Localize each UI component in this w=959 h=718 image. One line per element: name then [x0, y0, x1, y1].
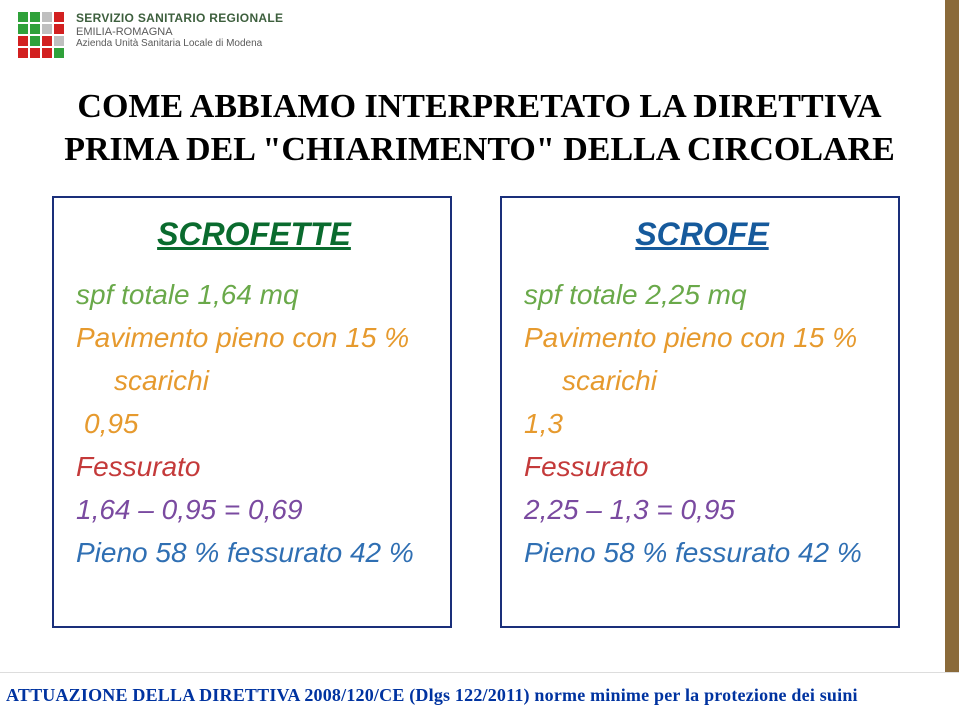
logo-line-3: Azienda Unità Sanitaria Locale di Modena: [76, 38, 283, 50]
row-ratio: Pieno 58 % fessurato 42 %: [524, 535, 880, 572]
slide-title: COME ABBIAMO INTERPRETATO LA DIRETTIVA P…: [0, 86, 959, 171]
row-pavement-b: scarichi: [76, 363, 432, 400]
logo-square: [42, 12, 52, 22]
row-pavement-b: scarichi: [524, 363, 880, 400]
logo-square: [18, 48, 28, 58]
row-ratio: Pieno 58 % fessurato 42 %: [76, 535, 432, 572]
row-pavement-a: Pavimento pieno con 15 %: [76, 320, 432, 357]
logo-square: [54, 48, 64, 58]
logo-square: [18, 24, 28, 34]
logo-line-2: EMILIA-ROMAGNA: [76, 26, 283, 39]
logo-square: [42, 48, 52, 58]
row-calc: 2,25 – 1,3 = 0,95: [524, 492, 880, 529]
title-line-1: COME ABBIAMO INTERPRETATO LA DIRETTIVA: [0, 86, 959, 129]
row-fessurato: Fessurato: [76, 449, 432, 486]
logo-square: [42, 36, 52, 46]
logo-square: [54, 12, 64, 22]
logo-text: SERVIZIO SANITARIO REGIONALE EMILIA-ROMA…: [76, 12, 283, 50]
table-scrofette: SCROFETTE spf totale 1,64 mq Pavimento p…: [52, 196, 452, 628]
table-head-right: SCROFE: [524, 216, 880, 253]
row-pavement-a: Pavimento pieno con 15 %: [524, 320, 880, 357]
table-scrofe: SCROFE spf totale 2,25 mq Pavimento pien…: [500, 196, 900, 628]
title-line-2: PRIMA DEL "CHIARIMENTO" DELLA CIRCOLARE: [0, 129, 959, 172]
logo-square: [54, 36, 64, 46]
org-logo: SERVIZIO SANITARIO REGIONALE EMILIA-ROMA…: [18, 12, 283, 60]
footer-text: ATTUAZIONE DELLA DIRETTIVA 2008/120/CE (…: [0, 685, 858, 706]
row-spf-total: spf totale 1,64 mq: [76, 277, 432, 314]
row-pavement-val: 0,95: [76, 406, 432, 443]
logo-square: [54, 24, 64, 34]
logo-mark: [18, 12, 66, 60]
logo-square: [42, 24, 52, 34]
table-head-left: SCROFETTE: [76, 216, 432, 253]
logo-square: [18, 36, 28, 46]
logo-square: [30, 36, 40, 46]
logo-square: [30, 12, 40, 22]
logo-square: [30, 24, 40, 34]
logo-square: [30, 48, 40, 58]
row-calc: 1,64 – 0,95 = 0,69: [76, 492, 432, 529]
row-spf-total: spf totale 2,25 mq: [524, 277, 880, 314]
slide-page: SERVIZIO SANITARIO REGIONALE EMILIA-ROMA…: [0, 0, 959, 718]
logo-line-1: SERVIZIO SANITARIO REGIONALE: [76, 12, 283, 26]
row-pavement-val: 1,3: [524, 406, 880, 443]
logo-square: [18, 12, 28, 22]
row-fessurato: Fessurato: [524, 449, 880, 486]
footer-bar: ATTUAZIONE DELLA DIRETTIVA 2008/120/CE (…: [0, 672, 959, 718]
